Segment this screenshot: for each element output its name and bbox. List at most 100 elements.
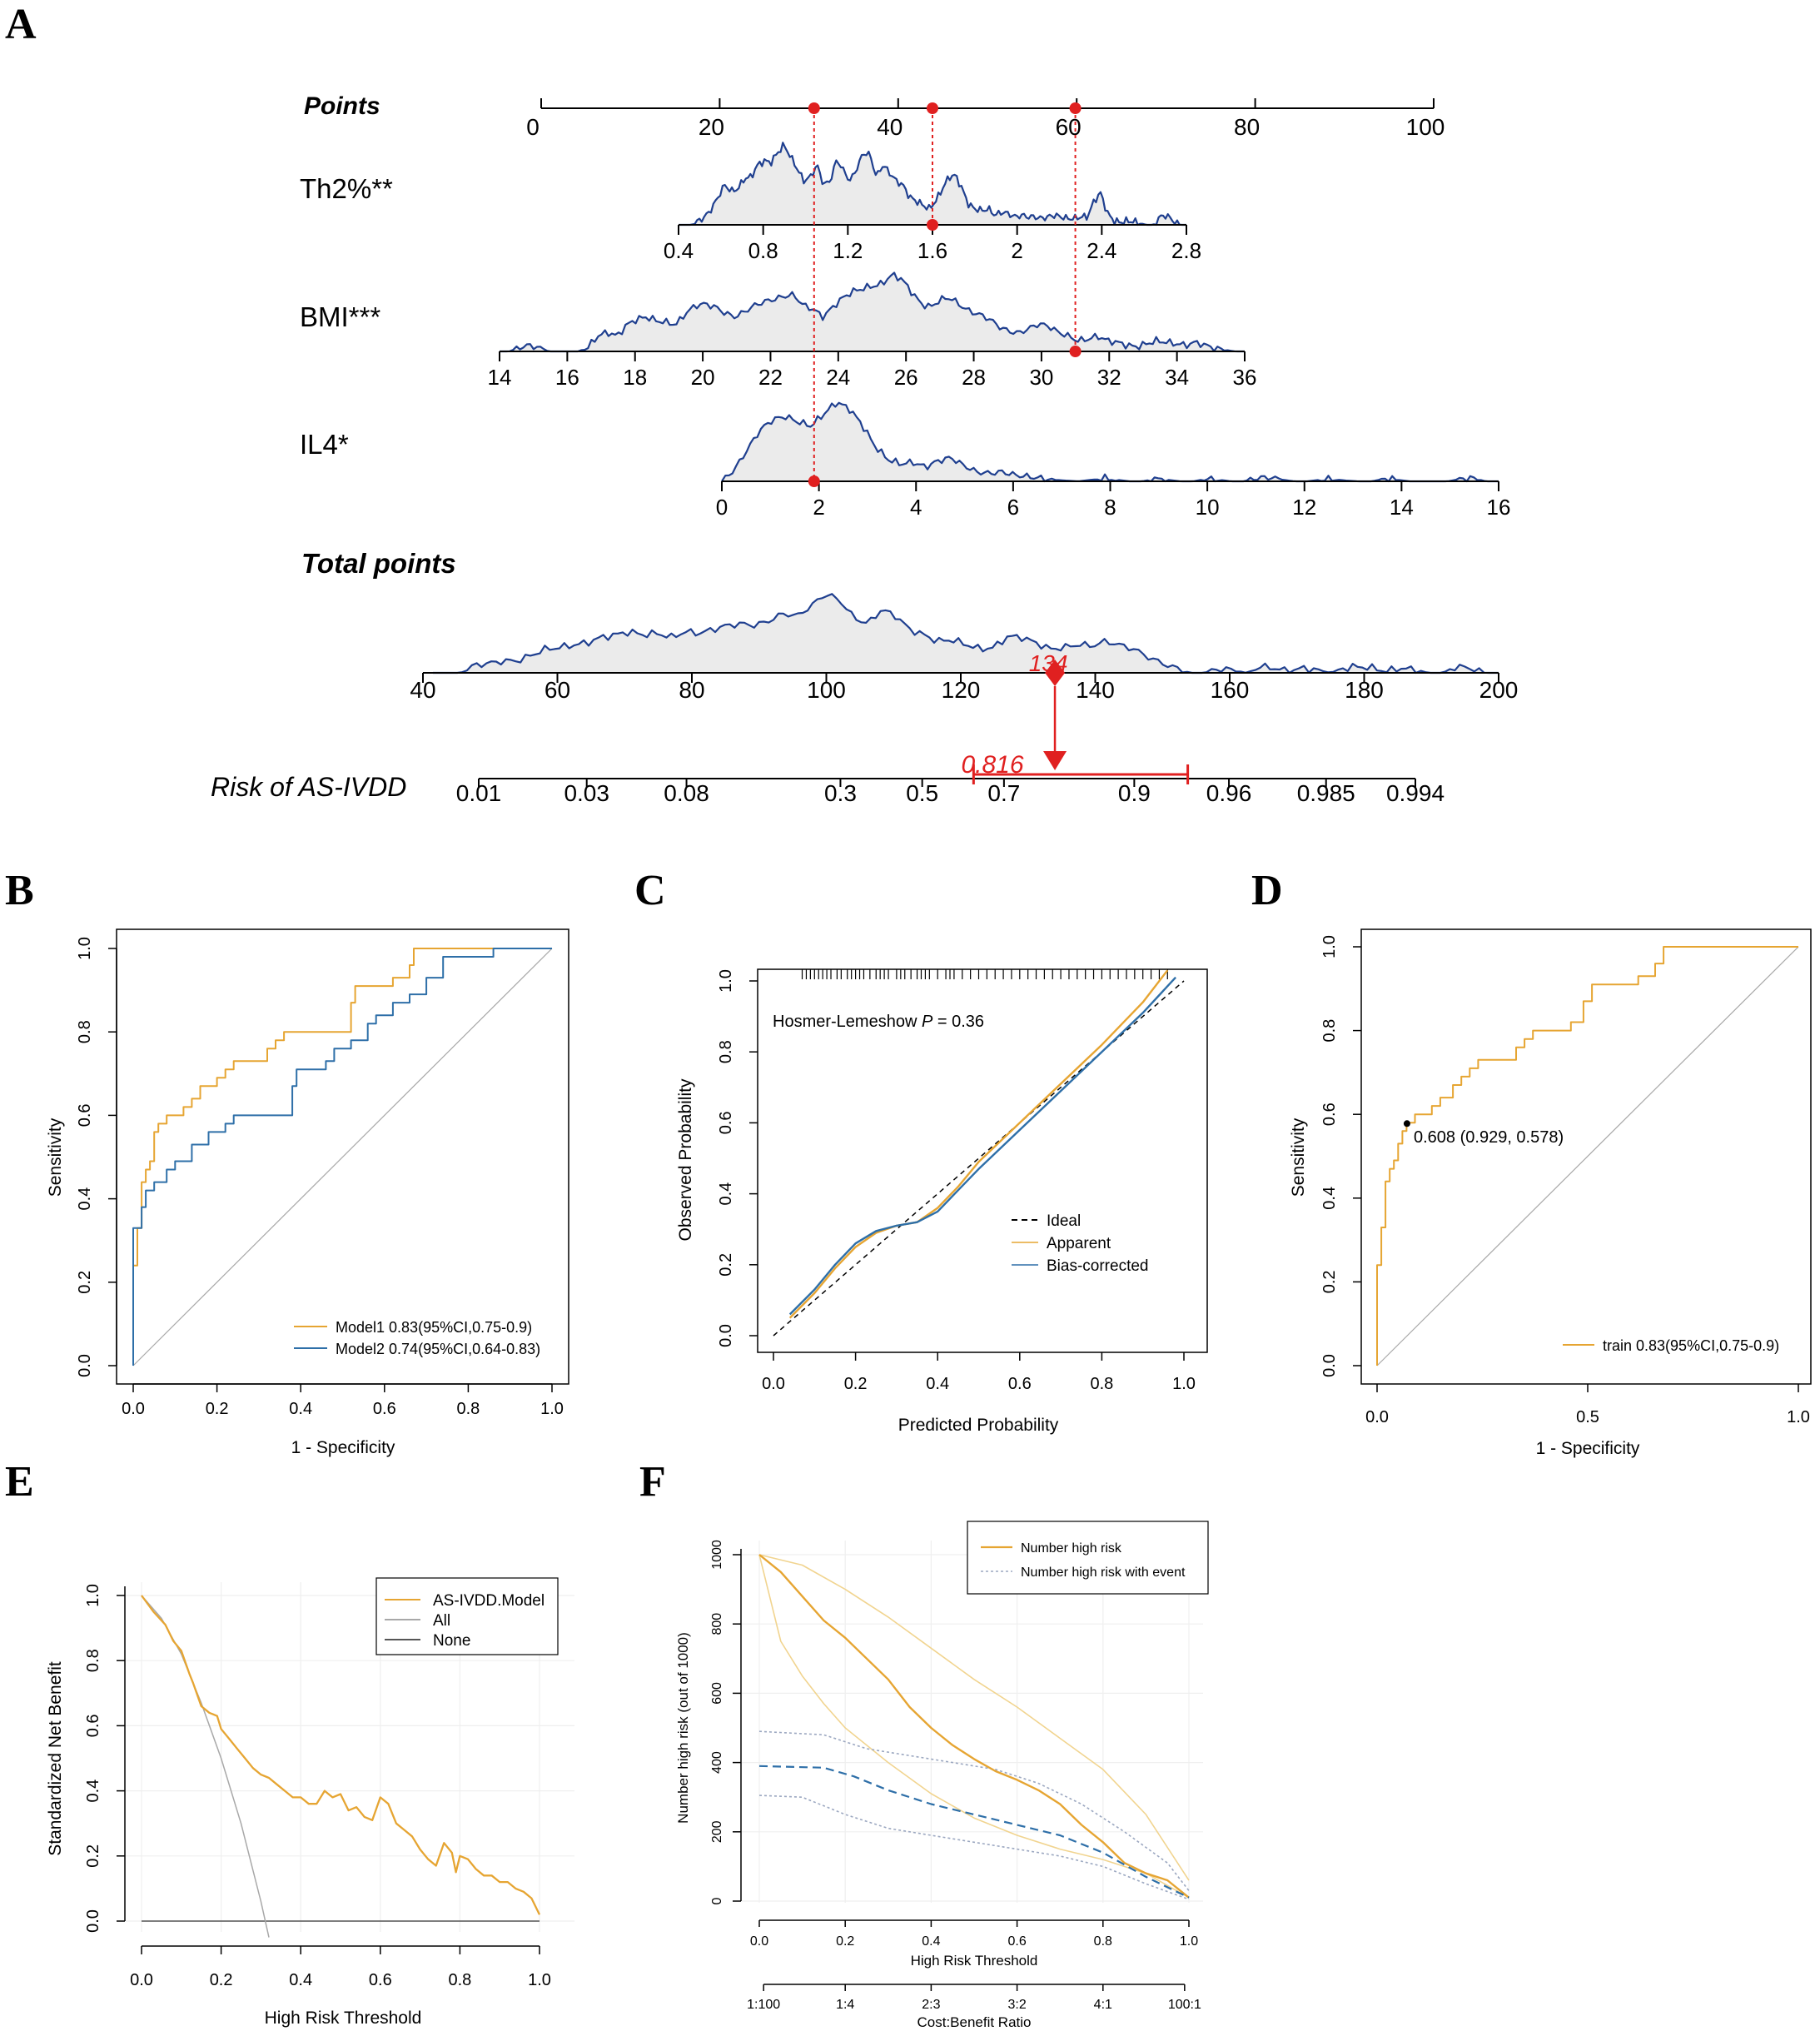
hosmer-lemeshow-annotation: Hosmer-Lemeshow P = 0.36: [773, 1013, 984, 1031]
impact-ylabel: Number high risk (out of 1000): [675, 1632, 691, 1824]
variable-tick-label: 26: [894, 365, 918, 390]
total-tick-label: 160: [1211, 677, 1250, 703]
risk-tick-label: 0.5: [906, 780, 938, 806]
x-tick-label: 0.8: [1090, 1375, 1113, 1393]
x-tick-label: 1.0: [540, 1400, 564, 1418]
variable-tick-label: 12: [1292, 495, 1316, 520]
variable-tick-label: 34: [1165, 365, 1189, 390]
total-points-label: Total points: [301, 548, 456, 579]
y-tick-label: 0.6: [76, 1103, 94, 1127]
variable-tick-label: 32: [1097, 365, 1121, 390]
roc-b-ylabel: Sensitivity: [46, 1118, 65, 1197]
impact-xlabel: High Risk Threshold: [911, 1953, 1038, 1969]
risk-label: Risk of AS-IVDD: [211, 772, 406, 802]
dca-model-line: [141, 1595, 541, 1915]
y-tick-label: 0.8: [76, 1020, 94, 1043]
x-tick-label: 1.0: [1787, 1408, 1810, 1426]
roc-b-diagonal: [132, 948, 553, 1366]
x-tick-label: 0.8: [1094, 1934, 1112, 1949]
y-tick-label: 0.4: [717, 1182, 735, 1206]
roc-b-legend-label-1: Model1 0.83(95%CI,0.75-0.9): [336, 1319, 532, 1336]
y-tick-label: 0.8: [84, 1649, 102, 1672]
patient-value-marker: [927, 219, 938, 231]
variable-tick-label: 14: [1390, 495, 1414, 520]
variable-tick-label: 1.6: [917, 238, 947, 263]
total-points-marker: [1045, 660, 1066, 686]
y-tick-label: 400: [710, 1751, 724, 1774]
total-tick-label: 100: [807, 677, 846, 703]
x-tick-label: 0.8: [448, 1971, 471, 1989]
total-tick-label: 140: [1076, 677, 1115, 703]
total-density-fill: [433, 594, 1499, 673]
hl-p: P: [922, 1013, 933, 1031]
y-tick-label: 1.0: [84, 1584, 102, 1607]
total-tick-label: 180: [1345, 677, 1384, 703]
dca-legend-label-2: All: [433, 1612, 450, 1630]
variable-tick-label: 1.2: [833, 238, 863, 263]
x-tick-label: 0.0: [762, 1375, 785, 1393]
roc-b-curve-1: [132, 948, 552, 1366]
impact-x2label: Cost:Benefit Ratio: [917, 2014, 1031, 2030]
roc-d-curve: [1376, 946, 1798, 1366]
dca-all-line: [141, 1595, 270, 1938]
total-tick-label: 200: [1479, 677, 1519, 703]
variable-tick-label: 2: [1011, 238, 1022, 263]
roc-d-diagonal: [1376, 946, 1799, 1366]
th2-density-fill: [679, 142, 1186, 225]
variable-tick-label: 0.4: [664, 238, 694, 263]
variable-tick-label: 28: [962, 365, 986, 390]
panel-label-b: B: [5, 867, 34, 914]
y-tick-label: 0.4: [84, 1780, 102, 1803]
variable-tick-label: 0.8: [748, 238, 778, 263]
patient-value-marker: [808, 475, 820, 487]
roc-b-curve-2: [132, 948, 552, 1366]
risk-tick-label: 0.08: [664, 780, 709, 806]
total-tick-label: 40: [410, 677, 435, 703]
y-tick-label: 0.6: [84, 1714, 102, 1737]
x-tick-label: 1.0: [1172, 1375, 1196, 1393]
patient-points-marker: [927, 102, 938, 114]
y-tick-label: 0.0: [1320, 1354, 1339, 1377]
y-tick-label: 0.2: [1320, 1270, 1339, 1293]
hl-suffix: = 0.36: [932, 1013, 984, 1031]
risk-arrow-head: [1043, 751, 1067, 770]
y-tick-label: 800: [710, 1613, 724, 1635]
variable-tick-label: 2.8: [1171, 238, 1201, 263]
risk-tick-label: 0.01: [456, 780, 502, 806]
total-density-curve: [433, 593, 1499, 675]
variable-name-th2: Th2%**: [300, 173, 393, 204]
x-tick-label: 0.6: [1008, 1375, 1032, 1393]
bmi-density-fill: [500, 272, 1245, 351]
impact-with-event-upper: [758, 1730, 1190, 1891]
risk-tick-label: 0.96: [1206, 780, 1252, 806]
y-tick-label: 0.0: [717, 1324, 735, 1347]
y-tick-label: 0.6: [717, 1111, 735, 1134]
calibration-apparent-line: [788, 969, 1169, 1319]
roc-d-cutoff-label: 0.608 (0.929, 0.578): [1414, 1128, 1564, 1147]
x2-tick-label: 3:2: [1007, 1998, 1026, 2012]
x-tick-label: 0.0: [750, 1934, 768, 1949]
y-tick-label: 0.6: [1320, 1103, 1339, 1126]
variable-tick-label: 36: [1233, 365, 1257, 390]
risk-tick-label: 0.985: [1297, 780, 1355, 806]
risk-tick-label: 0.03: [564, 780, 609, 806]
risk-value: 0.816: [961, 751, 1023, 779]
variable-tick-label: 0: [716, 495, 728, 520]
calibration-frame: [757, 968, 1208, 1353]
x2-tick-label: 4:1: [1094, 1998, 1112, 2012]
y-tick-label: 1.0: [717, 969, 735, 993]
impact-with-event-line: [758, 1765, 1190, 1899]
dca-legend-box: [375, 1577, 559, 1655]
panel-label-c: C: [634, 867, 666, 914]
y-tick-label: 200: [710, 1820, 724, 1843]
y-tick-label: 0.4: [76, 1187, 94, 1211]
y-tick-label: 0.8: [1320, 1019, 1339, 1043]
y-tick-label: 1000: [710, 1540, 724, 1570]
x-tick-label: 0.4: [926, 1375, 949, 1393]
total-tick-label: 60: [545, 677, 570, 703]
variable-tick-label: 2: [813, 495, 824, 520]
x2-tick-label: 1:100: [747, 1998, 780, 2012]
points-tick-label: 20: [699, 114, 724, 140]
variable-name-il4: IL4*: [300, 429, 349, 460]
